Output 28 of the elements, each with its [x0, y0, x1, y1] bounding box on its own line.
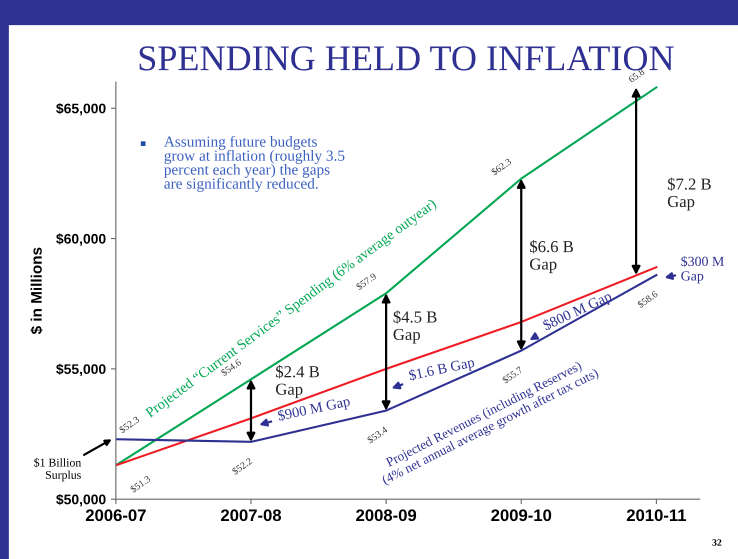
y-tick-label: $50,000: [56, 494, 106, 506]
annotation: $7.2 B Gap: [668, 177, 711, 211]
annotation: $1 Billion Surplus: [34, 458, 82, 482]
chart-title: SPENDING HELD TO INFLATION: [140, 46, 674, 71]
y-tick-label: $55,000: [56, 364, 106, 376]
annotation: $6.6 B Gap: [530, 240, 573, 274]
annotation: $57.9: [355, 272, 378, 291]
x-tick-label: 2008-09: [356, 509, 416, 522]
y-tick-label: $65,000: [56, 102, 106, 116]
y-axis-title: $ in Millions: [30, 248, 43, 334]
annotation: Assuming future budgets grow at inflation (roughly 3.5 percent each year) the gaps are significantly reduced.: [164, 136, 344, 192]
annotation: $4.5 B Gap: [394, 310, 437, 344]
annotation: $52.2: [231, 457, 253, 476]
annotation: $800 M Gap: [542, 290, 614, 334]
x-tick-label: 2007-08: [220, 509, 282, 522]
annotation: $1.6 B Gap: [408, 356, 476, 384]
x-tick-label: 2009-10: [491, 509, 552, 522]
annotation: $300 M Gap: [681, 256, 724, 284]
y-tick-label: $60,000: [56, 233, 106, 246]
annotation: $52.3: [118, 415, 140, 434]
annotation: ■: [140, 141, 146, 146]
annotation: 65.8: [628, 68, 646, 83]
annotation: $900 M Gap: [277, 398, 351, 422]
annotation: $51.3: [130, 474, 152, 494]
text: 32: [712, 539, 722, 546]
annotation: $2.4 B Gap: [276, 365, 319, 398]
x-tick-label: 2010-11: [626, 509, 686, 522]
x-tick-label: 2006-07: [86, 509, 146, 522]
